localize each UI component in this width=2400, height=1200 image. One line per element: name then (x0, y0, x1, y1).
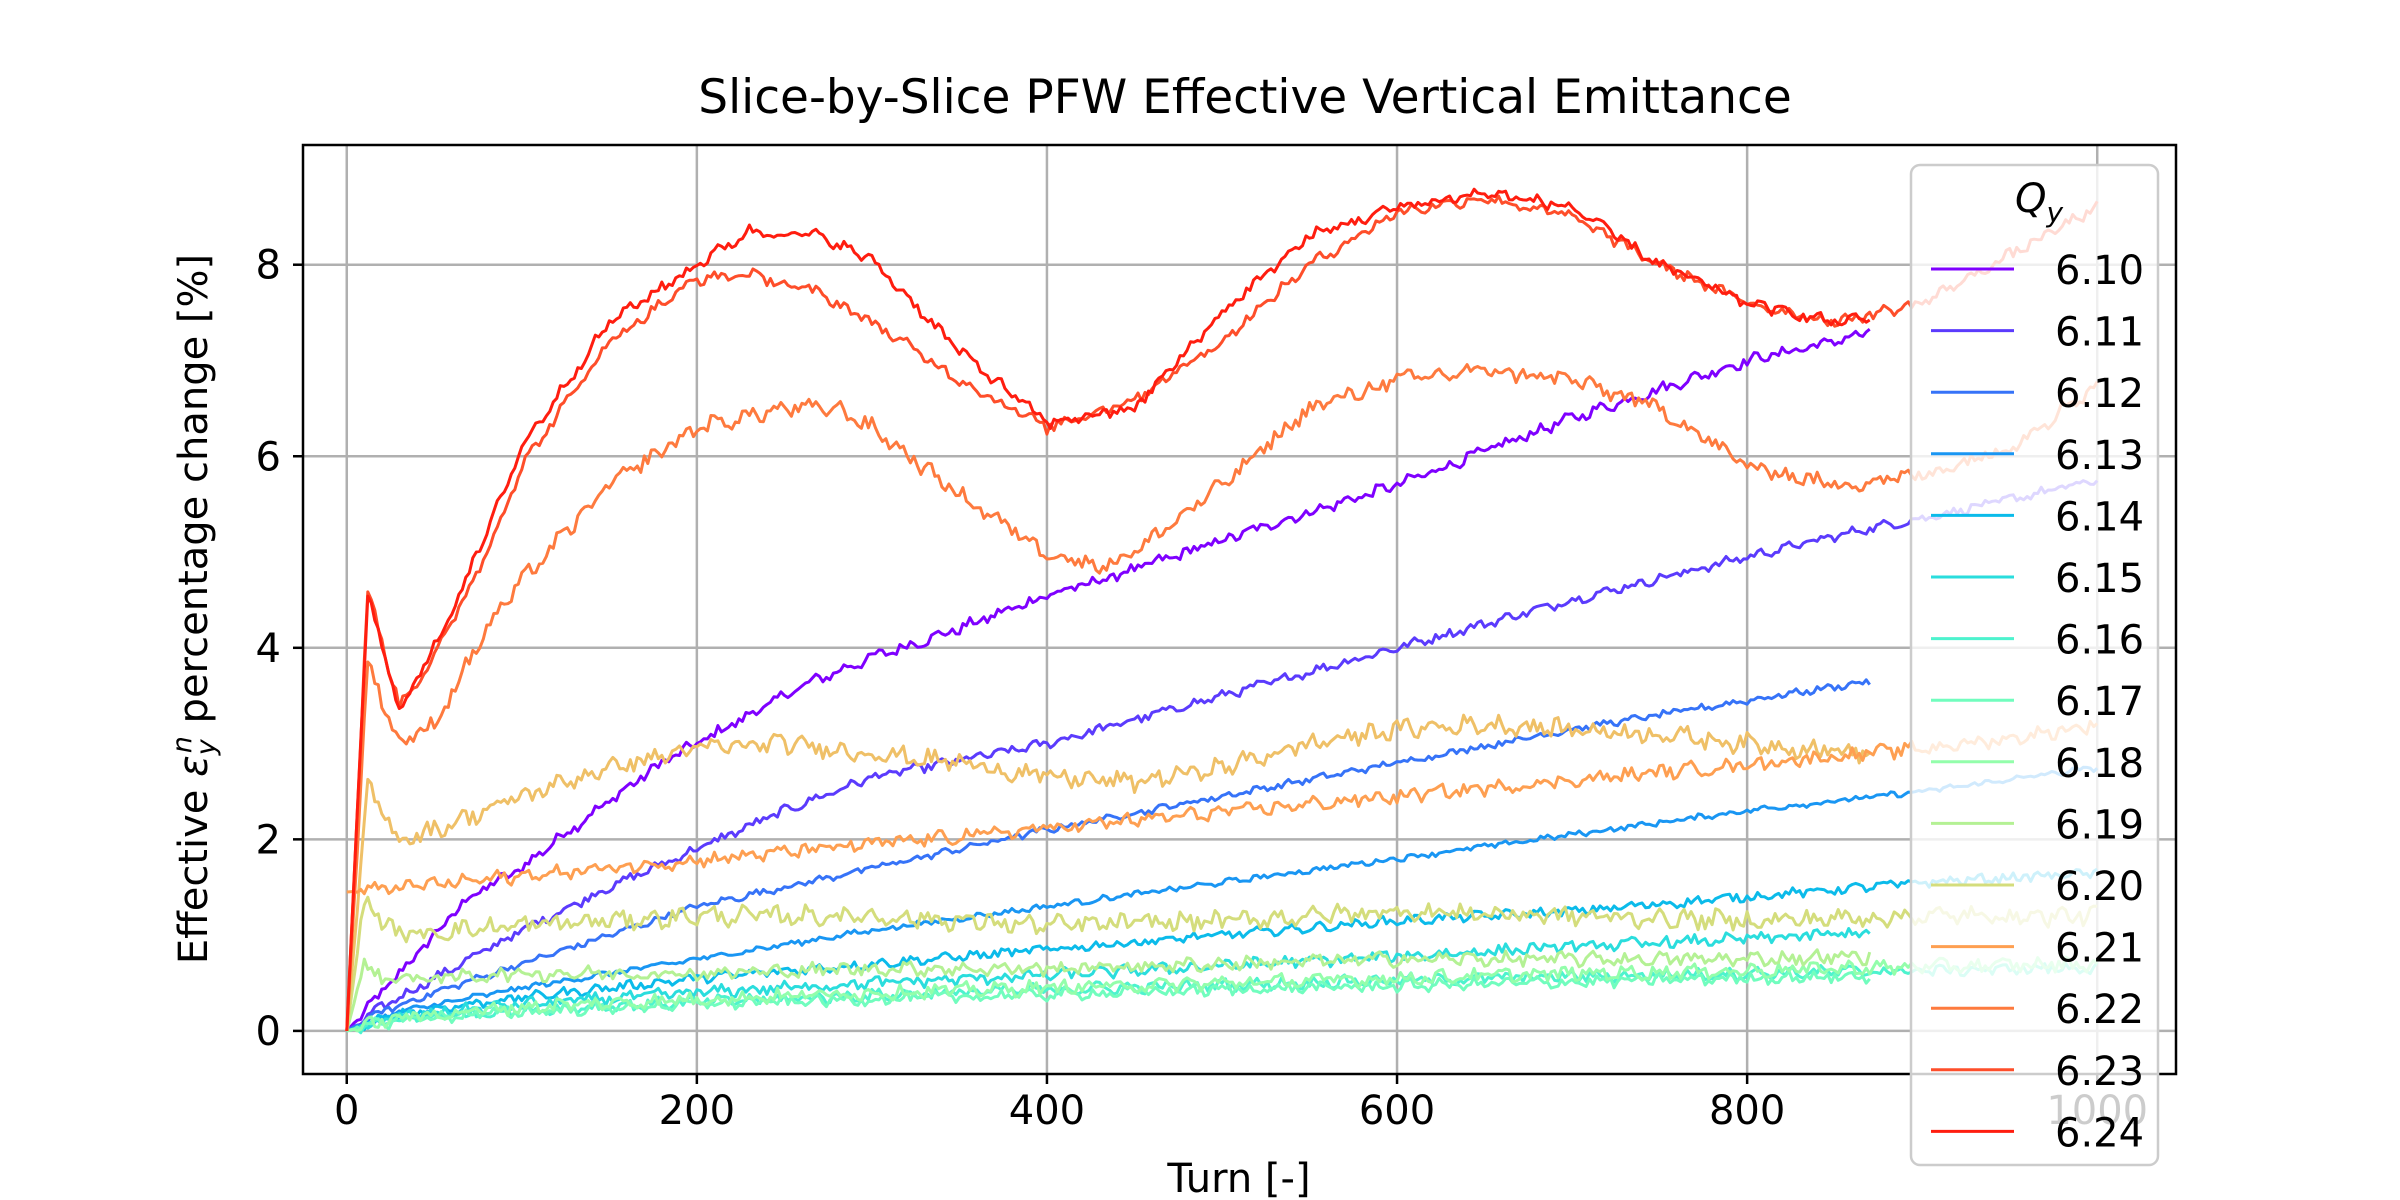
legend-label: 6.13 (2055, 433, 2144, 479)
legend-title-subscript: y (2045, 196, 2063, 229)
series-line-6.11 (345, 479, 2099, 1033)
legend-label: 6.14 (2055, 494, 2144, 540)
x-tick-label: 200 (659, 1088, 735, 1134)
series-line-6.14 (346, 867, 2099, 1033)
y-axis-label-subscript: y (191, 738, 222, 756)
series-line-6.12 (346, 678, 1871, 1033)
series-line-6.20 (345, 895, 2098, 1032)
series-line-6.10 (345, 328, 1871, 1032)
x-tick-label: 400 (1009, 1088, 1085, 1134)
y-axis: 0 2 4 6 8 (256, 243, 303, 1055)
legend-label: 6.15 (2055, 556, 2144, 602)
legend-title: Qy (2015, 176, 2063, 229)
series-line-6.24 (345, 187, 1871, 1031)
x-tick-label: 600 (1359, 1088, 1435, 1134)
legend-label: 6.17 (2055, 679, 2144, 725)
y-tick-label: 6 (256, 434, 281, 480)
legend-label: 6.18 (2055, 741, 2144, 787)
legend-label: 6.23 (2055, 1049, 2144, 1095)
x-axis-label: Turn [-] (1166, 1156, 1310, 1200)
legend-label: 6.11 (2055, 310, 2144, 356)
series-line-6.21 (346, 719, 2099, 896)
y-axis-label-symbol: ε (171, 755, 217, 777)
series-line-6.19 (345, 948, 1872, 1032)
y-axis-label-suffix: percentage change [%] (171, 254, 217, 736)
series-line-6.15 (346, 927, 1871, 1033)
x-tick-label: 800 (1709, 1088, 1785, 1134)
legend-items: 6.10 6.11 6.12 6.13 6.14 6.15 6.16 6.17 6.18 6.19… (1931, 248, 2144, 1156)
legend-label: 6.21 (2055, 926, 2144, 972)
series-line-6.18 (346, 955, 2099, 1033)
x-axis: 02004006008001000 (334, 1074, 2148, 1134)
y-axis-label-prefix: Effective (171, 777, 217, 964)
series-line-6.21 (345, 713, 1871, 1032)
legend-box (1909, 163, 2160, 1167)
series-line-6.13 (346, 765, 2099, 1033)
series-line-6.22 (345, 363, 2099, 1031)
y-tick-label: 2 (256, 817, 281, 863)
y-axis-label-superscript: n (167, 736, 198, 753)
legend-label: 6.16 (2055, 618, 2144, 664)
legend-label: 6.10 (2055, 248, 2144, 294)
legend-title-symbol: Q (2015, 176, 2046, 222)
chart-title: Slice-by-Slice PFW Effective Vertical Em… (698, 70, 1791, 125)
grid (303, 145, 2176, 1074)
legend: Qy 6.106.116.126.136.146.156.166.176.186… (1909, 163, 2160, 1167)
y-tick-label: 0 (256, 1009, 281, 1055)
x-tick-label: 0 (334, 1088, 359, 1134)
plot-frame (301, 143, 2178, 1076)
y-tick-label: 8 (256, 243, 281, 289)
legend-label: 6.12 (2055, 371, 2144, 417)
legend-label: 6.20 (2055, 864, 2144, 910)
legend-label: 6.19 (2055, 802, 2144, 848)
y-tick-label: 4 (256, 626, 281, 672)
legend-label: 6.24 (2055, 1110, 2144, 1156)
series-lines (345, 187, 2099, 1035)
y-axis-label: Effective εyn percentage change [%] (167, 254, 222, 964)
legend-label: 6.22 (2055, 987, 2144, 1033)
